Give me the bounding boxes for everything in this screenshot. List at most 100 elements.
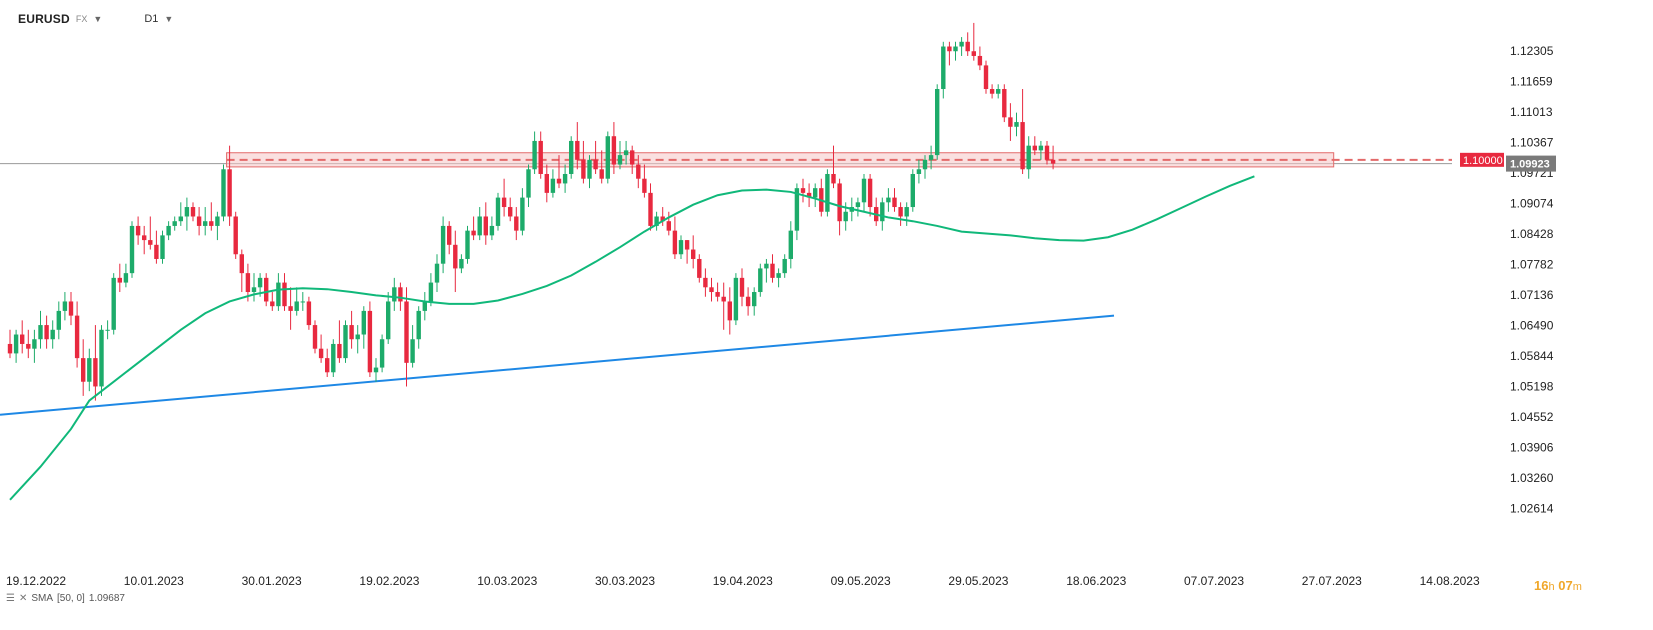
- candle-body: [434, 263, 440, 283]
- candle: [117, 263, 122, 293]
- candle: [282, 273, 287, 311]
- candle-body: [404, 301, 409, 363]
- candle: [7, 329, 13, 359]
- candle: [654, 211, 659, 231]
- sma-layer: [9, 175, 1255, 501]
- candle-body: [227, 169, 232, 217]
- candle: [239, 249, 244, 293]
- candle: [166, 221, 171, 241]
- candle: [1002, 84, 1007, 123]
- candle-body: [721, 296, 726, 302]
- price-tick-label: 1.11013: [1510, 105, 1553, 119]
- chart-toolbar: EURUSD FX ▼ D1 ▼: [18, 10, 173, 28]
- candle: [581, 140, 586, 184]
- candle-body: [489, 225, 495, 236]
- candle: [745, 287, 751, 316]
- candle: [270, 292, 275, 311]
- candle-body: [318, 348, 324, 359]
- candle-body: [703, 277, 708, 288]
- date-tick-label: 19.04.2023: [713, 574, 773, 588]
- candle: [904, 202, 909, 226]
- candle: [392, 277, 397, 311]
- candle-body: [453, 244, 458, 269]
- countdown-minutes: 07: [1558, 578, 1573, 593]
- settings-icon[interactable]: ☰: [6, 593, 15, 604]
- candle-body: [569, 140, 574, 174]
- candle: [148, 216, 153, 250]
- candle-body: [416, 310, 421, 340]
- candle: [782, 254, 787, 278]
- candle: [495, 192, 501, 231]
- trendline-layer: [0, 314, 1115, 416]
- candle-countdown: 16h 07m: [1534, 578, 1582, 593]
- candle-body: [373, 367, 379, 373]
- candle-body: [117, 277, 122, 283]
- candle: [1014, 112, 1019, 137]
- candle-body: [1050, 159, 1056, 164]
- candle: [556, 155, 562, 189]
- symbol-dropdown-icon[interactable]: ▼: [93, 14, 103, 24]
- candle-body: [337, 343, 342, 359]
- candle-body: [562, 173, 568, 184]
- candle-body: [843, 211, 848, 222]
- candle: [575, 122, 580, 170]
- candle: [648, 183, 653, 231]
- candle: [288, 287, 293, 330]
- symbol-label[interactable]: EURUSD: [18, 12, 70, 26]
- candle: [215, 211, 220, 241]
- candle-body: [752, 292, 757, 307]
- candle: [404, 287, 409, 387]
- candle: [221, 164, 226, 222]
- date-tick-label: 19.02.2023: [359, 574, 419, 588]
- candle: [312, 320, 318, 354]
- candle: [831, 145, 836, 189]
- candle-body: [672, 230, 678, 255]
- candle-body: [142, 235, 147, 241]
- candle: [959, 37, 964, 56]
- candle-body: [947, 46, 952, 52]
- candle: [172, 216, 177, 231]
- candle-body: [7, 343, 13, 354]
- candle: [349, 310, 354, 349]
- candle-body: [62, 301, 68, 311]
- date-tick-label: 07.07.2023: [1184, 574, 1244, 588]
- candle-body: [300, 301, 305, 303]
- close-icon[interactable]: ✕: [18, 593, 28, 604]
- candle-body: [166, 225, 171, 236]
- candle-body: [257, 277, 263, 288]
- candle-body: [209, 221, 214, 226]
- candle-body: [1014, 122, 1019, 127]
- candle: [306, 296, 312, 330]
- candle-body: [959, 41, 964, 47]
- candle-body: [739, 277, 745, 297]
- candle-body: [806, 192, 812, 198]
- candle-body: [575, 140, 580, 160]
- candle-body: [184, 207, 190, 217]
- candle: [642, 164, 647, 198]
- candle: [184, 197, 190, 231]
- candle-body: [825, 173, 830, 212]
- candle: [178, 202, 183, 226]
- candle-body: [758, 268, 763, 293]
- candle: [971, 22, 976, 61]
- timeframe-dropdown-icon[interactable]: ▼: [164, 14, 174, 24]
- candle: [434, 254, 440, 293]
- candle: [727, 287, 732, 335]
- candle: [636, 155, 641, 189]
- level-price-label: 1.10000: [1463, 155, 1503, 167]
- candle-body: [190, 207, 196, 217]
- candle: [825, 169, 830, 217]
- price-tick-label: 1.09074: [1510, 197, 1554, 211]
- candle: [99, 325, 104, 396]
- indicator-value: 1.09687: [88, 593, 125, 604]
- level-price-tag: [1460, 152, 1504, 167]
- candle-body: [770, 263, 775, 278]
- candle-body: [684, 240, 690, 250]
- candle: [544, 164, 549, 203]
- candle: [386, 292, 391, 344]
- candle-body: [727, 301, 732, 321]
- timeframe-label[interactable]: D1: [144, 13, 159, 25]
- current-price-tag: [1506, 155, 1556, 172]
- candle-body: [709, 287, 714, 293]
